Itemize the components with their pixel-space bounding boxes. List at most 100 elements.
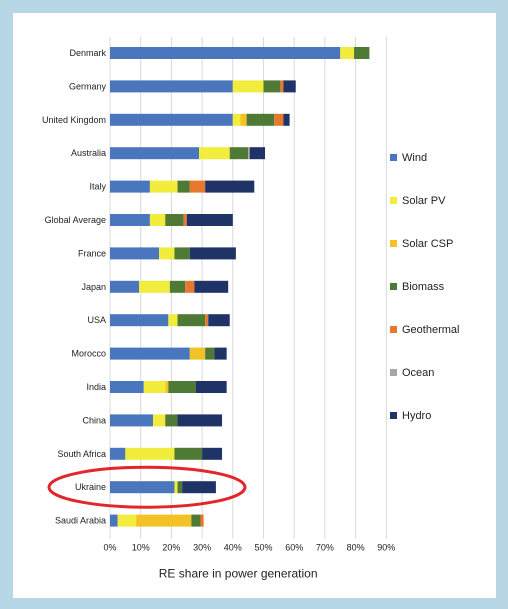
x-tick-label: 80% [347, 543, 365, 553]
bar-segment [189, 247, 236, 260]
legend-swatch [390, 197, 397, 204]
category-label: India [86, 382, 106, 392]
category-label: Germany [69, 81, 107, 91]
bar-segment [354, 47, 370, 59]
bar-segment [149, 180, 178, 193]
x-axis-label: RE share in power generation [159, 567, 318, 581]
bar-segment [205, 314, 209, 327]
bar-segment [110, 180, 150, 193]
bar-segment [177, 314, 206, 327]
x-tick-label: 50% [254, 543, 272, 553]
x-tick-label: 60% [285, 543, 303, 553]
category-label: Global Average [45, 215, 106, 225]
bar-segment [117, 514, 137, 527]
bar-segment [152, 414, 166, 427]
bar-segment [159, 247, 175, 260]
x-tick-label: 20% [162, 543, 180, 553]
bar-segment [165, 414, 178, 427]
bar-segment [205, 347, 215, 360]
bar-segment [177, 180, 190, 193]
category-label: Italy [89, 182, 106, 192]
legend-swatch [390, 154, 397, 161]
x-tick-label: 40% [224, 543, 242, 553]
bar-segment [110, 481, 175, 494]
category-labels: Denmark Germany United Kingdom Australia Ita… [42, 48, 107, 526]
bar-segment [143, 381, 166, 393]
bar-segment [194, 280, 229, 293]
bar-segment [110, 447, 126, 460]
bar-segment [283, 113, 290, 126]
bar-segment [232, 113, 241, 126]
category-label: Australia [71, 148, 106, 158]
bar-segment [186, 214, 233, 226]
bar-segment [174, 247, 190, 260]
bar-segment [110, 314, 169, 327]
x-tick-label: 0% [103, 543, 116, 553]
legend-label: Wind [402, 152, 427, 164]
bar-segment [168, 314, 178, 327]
legend-label: Solar PV [402, 195, 446, 207]
bar-segment [248, 147, 250, 160]
legend-swatch [390, 412, 397, 419]
bar-segment [139, 280, 170, 293]
bar-segment [249, 147, 266, 160]
bar-segment [110, 147, 200, 160]
bar-segment [189, 180, 206, 193]
category-label: France [78, 248, 106, 258]
bar-segment [174, 481, 178, 494]
legend-swatch [390, 369, 397, 376]
category-label: USA [87, 315, 106, 325]
legend: Wind Solar PV Solar CSP Biomass Geothermal Oc… [390, 152, 459, 422]
bar-segment [177, 481, 183, 494]
bar-segment [340, 47, 355, 59]
bar-segment [202, 447, 223, 460]
bar-segment [185, 280, 195, 293]
bar-segment [283, 80, 296, 93]
bar-segment [182, 481, 216, 494]
bar-segment [169, 280, 186, 293]
bar-segment [205, 180, 255, 193]
legend-label: Hydro [402, 410, 431, 422]
bar-segment [183, 214, 187, 226]
bar-segment [110, 214, 150, 226]
bar-segment [246, 113, 275, 126]
bar-segment [189, 347, 206, 360]
bar-segment [168, 381, 196, 393]
bar-segment [165, 381, 169, 393]
bar-segment [110, 247, 160, 260]
bar-segment [232, 80, 264, 93]
bar-segment [149, 214, 166, 226]
bar-segment [174, 447, 203, 460]
bar-segment [177, 414, 223, 427]
bar-segment [208, 314, 230, 327]
bar-segment [110, 280, 140, 293]
bar-segment [280, 80, 284, 93]
bar-segment [125, 447, 175, 460]
highlight-circle [47, 465, 247, 509]
bar-segment [110, 47, 341, 59]
x-tick-label: 70% [316, 543, 334, 553]
bar-segment [263, 80, 281, 93]
x-tick-label: 30% [193, 543, 211, 553]
bar-segment [229, 147, 249, 160]
bar-segment [110, 414, 153, 427]
legend-swatch [390, 240, 397, 247]
category-label: Denmark [69, 48, 106, 58]
bar-segment [200, 514, 204, 527]
bars [110, 47, 370, 527]
category-label: China [82, 415, 106, 425]
bar-segment [110, 381, 144, 393]
category-label: Ukraine [75, 482, 106, 492]
bar-segment [274, 113, 284, 126]
legend-label: Ocean [402, 367, 434, 379]
bar-segment [110, 113, 233, 126]
category-label: South Africa [57, 449, 106, 459]
bar-segment [110, 514, 118, 527]
legend-label: Biomass [402, 281, 445, 293]
bar-segment [110, 80, 233, 93]
bar-segment [195, 381, 227, 393]
category-label: Saudi Arabia [55, 516, 106, 526]
bar-segment [240, 113, 247, 126]
category-label: Japan [81, 282, 106, 292]
chart-panel: Denmark Germany United Kingdom Australia Ita… [13, 13, 496, 598]
